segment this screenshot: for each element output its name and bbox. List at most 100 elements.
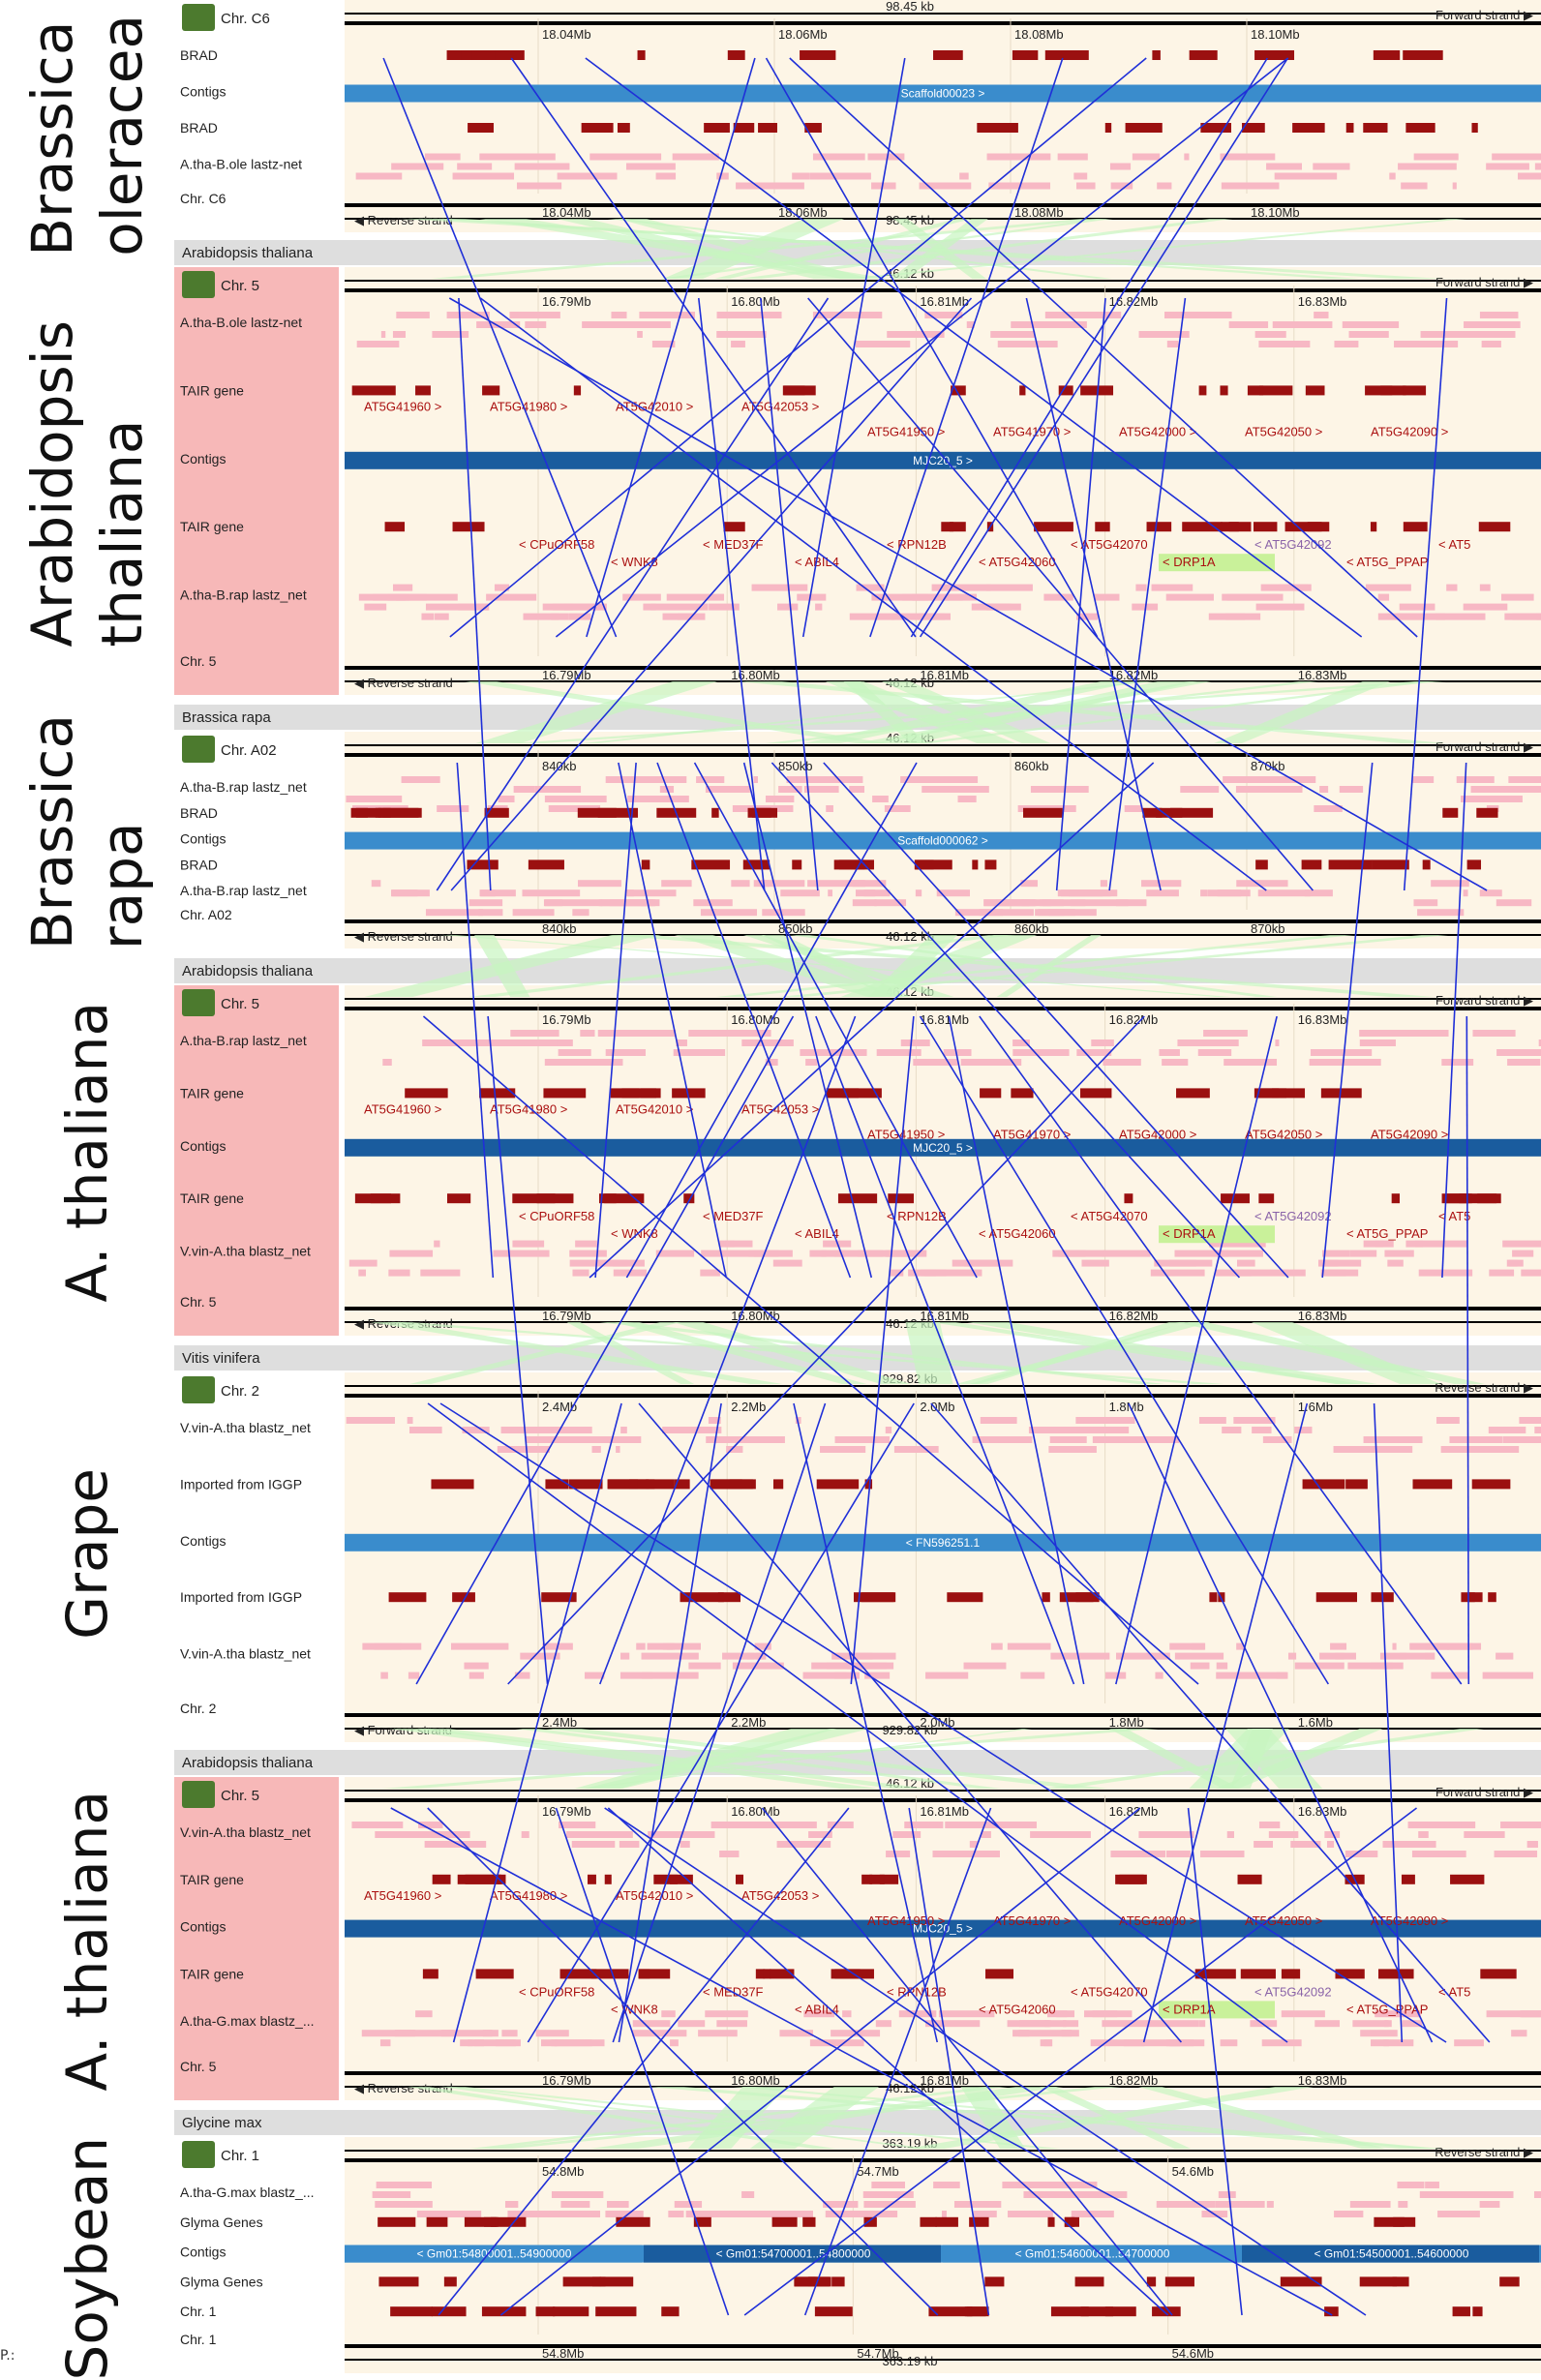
gene-block [1198, 385, 1207, 396]
alignment-block [1226, 593, 1279, 601]
alignment-block [1482, 1672, 1534, 1679]
tick-label: 16.80Mb [731, 1804, 780, 1819]
homology-link [586, 57, 756, 638]
alignment-block [943, 1049, 972, 1056]
alignment-block [558, 1049, 591, 1056]
alignment-block [514, 1672, 530, 1679]
alignment-block [740, 1030, 771, 1037]
homology-link [743, 1807, 1418, 2316]
gene-block [1220, 385, 1228, 396]
alignment-block [1048, 1446, 1097, 1453]
tick-label: 16.82Mb [1109, 1309, 1159, 1323]
gene-label: < CPuORF58 [519, 1209, 594, 1223]
gene-label: < AT5G_PPAP [1346, 555, 1428, 569]
alignment-block [1254, 1841, 1274, 1848]
alignment-block [709, 603, 740, 611]
gene-label: < AT5G_PPAP [1346, 2002, 1428, 2016]
alignment-block [1500, 593, 1534, 601]
alignment-block [389, 1250, 434, 1257]
alignment-block [1090, 2039, 1145, 2047]
tick-label: 18.04Mb [542, 27, 591, 42]
alignment-block [743, 1436, 781, 1443]
tick-label: 1.8Mb [1109, 1400, 1144, 1414]
strand-label: Reverse strand ▶ [1435, 2145, 1533, 2159]
gene-block [1393, 2216, 1405, 2227]
alignment-block [1012, 2030, 1073, 2037]
alignment-block [1035, 909, 1075, 917]
gene-block [864, 1479, 873, 1490]
synteny-band [713, 219, 973, 279]
arabidopsis-icon [182, 989, 215, 1016]
track-label: TAIR gene [180, 1085, 244, 1100]
gene-block [1471, 1479, 1511, 1490]
tick-label: 54.8Mb [542, 2346, 584, 2361]
track-label: V.vin-A.tha blastz_net [180, 1646, 311, 1662]
alignment-block [1502, 1436, 1541, 1443]
gene-block [1080, 385, 1114, 396]
gene-block [468, 123, 494, 133]
gene-block [553, 2306, 589, 2317]
gene-block [842, 1088, 882, 1099]
chromosome-label: Chr. C6 [221, 11, 270, 27]
synteny-band [789, 935, 1278, 997]
panel-header-title: Arabidopsis thaliana [182, 1755, 314, 1771]
homology-link [618, 762, 728, 1279]
alignment-block [605, 1049, 647, 1056]
alignment-block [700, 909, 758, 917]
synteny-band [905, 1322, 953, 1384]
alignment-block [898, 2010, 937, 2018]
soybean-icon [182, 2141, 215, 2168]
alignment-block [1285, 172, 1338, 180]
alignment-block [514, 163, 570, 170]
gene-block [693, 2216, 711, 2227]
gene-block [1075, 1592, 1100, 1603]
gene-label: AT5G42053 > [741, 399, 819, 413]
alignment-block [1389, 172, 1396, 180]
alignment-block [1235, 1672, 1286, 1679]
alignment-block [982, 1851, 1000, 1857]
tick-label: 18.08Mb [1014, 205, 1064, 220]
alignment-block [1279, 584, 1308, 591]
gene-block [977, 123, 1018, 133]
alignment-block [1504, 613, 1541, 620]
alignment-block [1467, 776, 1475, 783]
alignment-block [1020, 1672, 1045, 1679]
alignment-block [1222, 1427, 1242, 1433]
gene-block [378, 807, 422, 818]
alignment-block [509, 312, 560, 318]
alignment-block [1520, 2010, 1541, 2018]
alignment-block [1413, 153, 1459, 161]
track-label: BRAD [180, 120, 218, 136]
alignment-block [904, 1822, 944, 1828]
alignment-block [458, 603, 490, 611]
gene-label: AT5G42090 > [1371, 1127, 1448, 1141]
alignment-block [380, 1417, 395, 1424]
tick-label: 860kb [1014, 921, 1048, 936]
alignment-block [1359, 1030, 1419, 1037]
homology-link [1187, 1807, 1243, 2316]
track-label: Chr. 1 [180, 2304, 217, 2319]
alignment-block [725, 1240, 753, 1248]
alignment-block [582, 321, 644, 328]
homology-link [815, 1015, 1075, 1685]
alignment-block [1007, 2211, 1053, 2217]
track-label: Contigs [180, 1138, 226, 1154]
homology-link [793, 1402, 939, 2043]
alignment-block [1157, 182, 1172, 190]
gene-block [512, 1193, 556, 1204]
homology-link [693, 762, 978, 1279]
gene-block [1104, 123, 1112, 133]
alignment-block [1184, 153, 1190, 161]
alignment-block [1392, 1642, 1397, 1650]
chromosome-label: Chr. 2 [180, 1701, 217, 1716]
alignment-block [1349, 1250, 1377, 1257]
alignment-block [1512, 1250, 1534, 1257]
alignment-block [1534, 1427, 1541, 1433]
gene-label: AT5G41980 > [490, 1101, 567, 1116]
alignment-block [1342, 321, 1400, 328]
gene-block [1401, 1874, 1415, 1884]
synteny-band [1225, 1729, 1323, 1789]
alignment-block [721, 312, 769, 318]
homology-link [436, 297, 830, 891]
